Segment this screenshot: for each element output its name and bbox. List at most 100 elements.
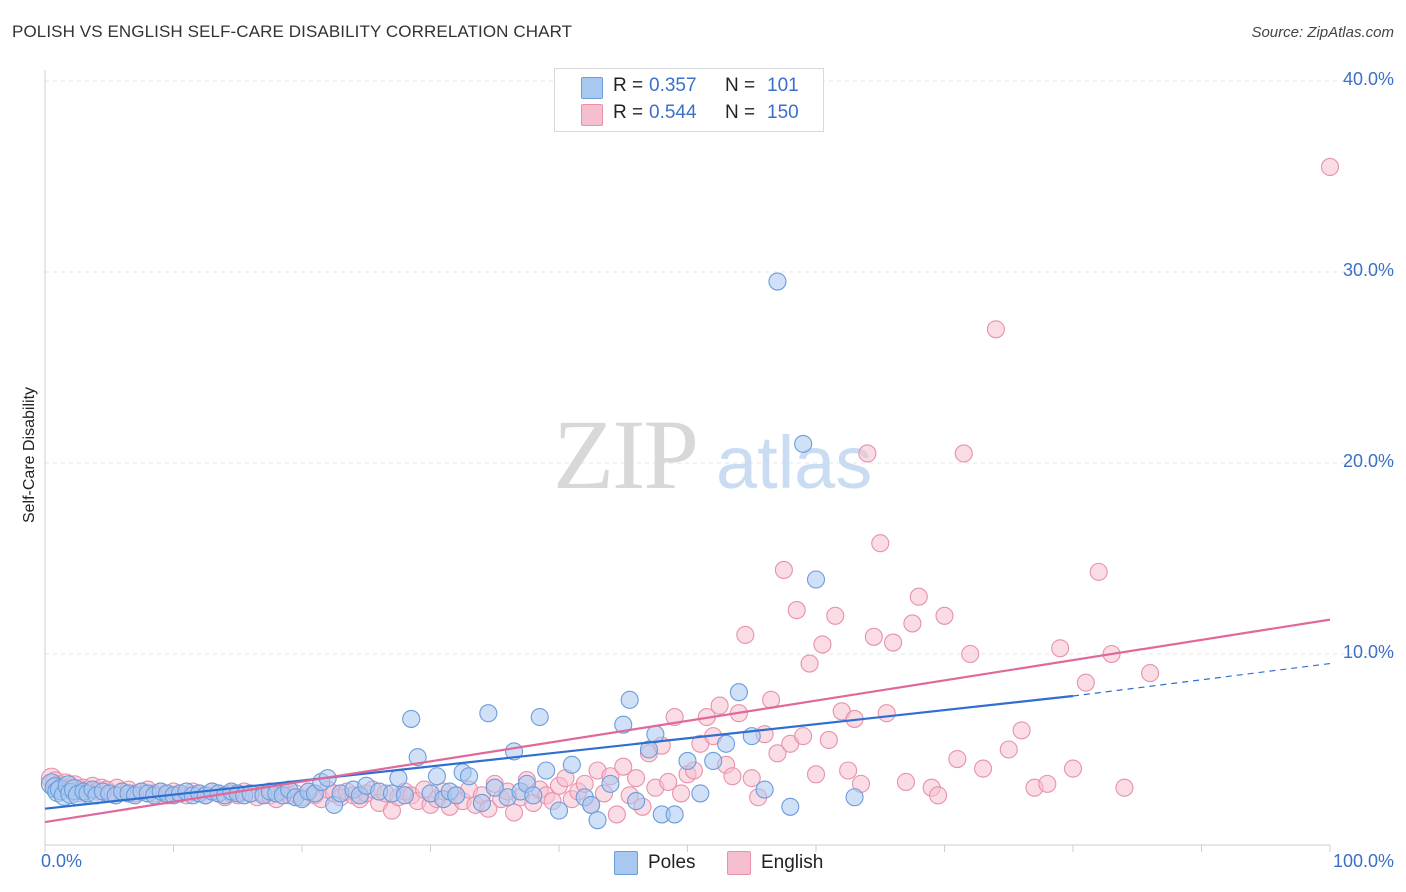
legend-r-value: 0.357 xyxy=(649,75,697,96)
legend-n-label: N = xyxy=(725,102,756,123)
data-point xyxy=(530,707,549,727)
data-point xyxy=(601,774,620,793)
bottom-swatch-english xyxy=(727,851,751,875)
data-point xyxy=(627,792,646,811)
data-point xyxy=(819,730,838,750)
data-point xyxy=(665,805,684,824)
data-point xyxy=(485,778,504,797)
data-point xyxy=(774,560,793,580)
y-axis-label: Self-Care Disability xyxy=(21,386,38,524)
trend-line xyxy=(44,618,1331,824)
data-point xyxy=(742,769,761,788)
data-point xyxy=(813,635,832,654)
data-point xyxy=(1320,157,1340,176)
data-point xyxy=(389,769,408,788)
data-point xyxy=(672,784,691,803)
data-point xyxy=(537,761,556,780)
legend-n-value: 101 xyxy=(767,75,799,96)
data-point xyxy=(1076,673,1095,692)
data-point xyxy=(787,601,806,620)
grid-lines xyxy=(45,80,1392,655)
legend-r-value: 0.544 xyxy=(649,102,697,123)
y-tick-label: 10.0% xyxy=(1342,642,1394,662)
data-point xyxy=(794,434,813,453)
data-point xyxy=(1063,759,1083,778)
bottom-label-poles: Poles xyxy=(648,852,696,874)
data-point xyxy=(459,767,479,786)
y-tick-label: 30.0% xyxy=(1342,260,1394,280)
data-point xyxy=(806,570,826,589)
data-point xyxy=(659,772,678,792)
legend-n-label: N = xyxy=(725,75,756,96)
data-point xyxy=(620,690,639,709)
data-point xyxy=(961,644,980,664)
x-tick-label: 100.0% xyxy=(1332,851,1394,871)
data-point xyxy=(954,444,973,463)
y-tick-label: 20.0% xyxy=(1342,451,1394,471)
legend-swatch-english xyxy=(581,104,603,126)
chart-source: Source: ZipAtlas.com xyxy=(1251,24,1394,41)
trend-line xyxy=(44,694,1074,810)
data-point xyxy=(1141,664,1160,683)
data-point xyxy=(704,751,723,771)
data-point xyxy=(800,654,819,673)
bottom-swatch-poles xyxy=(614,851,638,875)
series-poles-points xyxy=(40,272,864,830)
data-point xyxy=(729,683,748,702)
data-point xyxy=(973,759,993,778)
data-point xyxy=(691,784,710,803)
bottom-legend-poles[interactable]: Poles xyxy=(614,851,696,875)
data-point xyxy=(858,444,877,463)
data-point xyxy=(472,793,491,813)
data-point xyxy=(736,625,755,644)
trend-line-extension xyxy=(1072,662,1331,697)
legend-r-label: R = xyxy=(613,102,644,123)
data-point xyxy=(839,761,858,780)
data-point xyxy=(877,704,896,723)
data-point xyxy=(614,715,633,734)
chart-title: POLISH VS ENGLISH SELF-CARE DISABILITY C… xyxy=(12,22,573,41)
data-point xyxy=(806,765,826,784)
bottom-legend-english[interactable]: English xyxy=(727,851,823,875)
data-point xyxy=(896,772,916,792)
data-point xyxy=(716,734,736,753)
data-point xyxy=(479,704,498,723)
data-point xyxy=(1012,721,1031,740)
data-point xyxy=(627,769,646,788)
data-point xyxy=(427,767,446,786)
watermark: ZIP atlas xyxy=(553,399,872,510)
data-point xyxy=(755,780,774,799)
data-point xyxy=(864,627,883,646)
data-point xyxy=(402,709,421,728)
data-point xyxy=(447,786,466,805)
data-point xyxy=(781,797,800,816)
data-point xyxy=(614,757,633,776)
data-point xyxy=(723,767,742,786)
data-point xyxy=(1051,639,1070,658)
data-point xyxy=(1038,774,1057,793)
data-point xyxy=(948,749,967,769)
data-point xyxy=(549,801,569,820)
legend-r-label: R = xyxy=(613,75,644,96)
trend-lines xyxy=(44,618,1331,824)
correlation-legend: R = 0.357 N = 101 R = 0.544 N = 150 xyxy=(554,68,824,132)
data-point xyxy=(408,748,427,767)
bottom-label-english: English xyxy=(761,852,824,874)
watermark-atlas: atlas xyxy=(716,421,872,504)
data-point xyxy=(607,805,626,824)
axes xyxy=(44,70,1331,852)
data-point xyxy=(524,786,543,805)
data-point xyxy=(986,320,1005,339)
data-point xyxy=(768,272,787,291)
data-point xyxy=(884,633,903,652)
data-point xyxy=(935,606,954,625)
data-point xyxy=(639,740,659,759)
data-point xyxy=(929,786,948,805)
watermark-zip: ZIP xyxy=(553,399,697,510)
data-point xyxy=(768,744,787,763)
data-point xyxy=(903,614,922,633)
data-point xyxy=(1115,778,1134,797)
data-point xyxy=(1089,562,1108,581)
data-point xyxy=(562,755,581,774)
